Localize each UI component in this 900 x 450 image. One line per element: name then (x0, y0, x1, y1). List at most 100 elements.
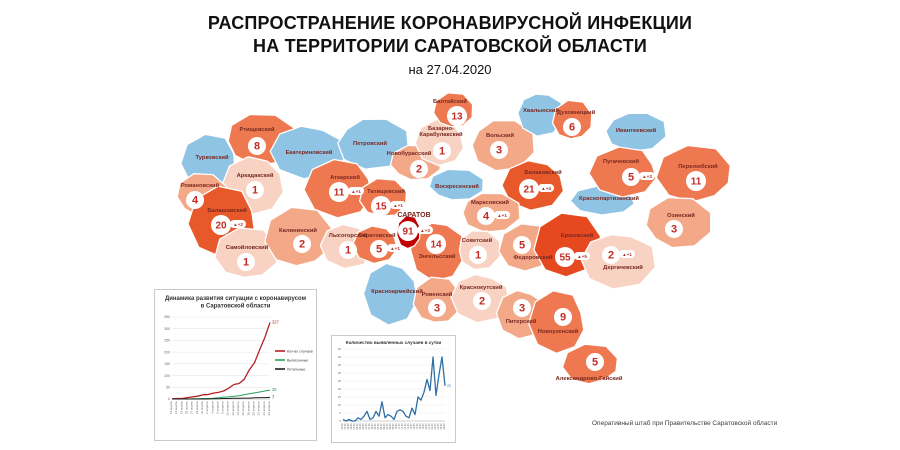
y-tick-label: 0 (168, 397, 170, 401)
case-delta-pill (230, 220, 246, 228)
x-tick-label: 07.04 (386, 423, 389, 430)
district-label: Хвалынский (523, 107, 559, 114)
x-tick-label: 25 марта (184, 401, 188, 414)
x-tick-label: 30.03 (362, 423, 365, 430)
case-count: 13 (451, 112, 463, 123)
district-label: Энгельсский (419, 253, 456, 260)
case-count-circle (602, 246, 620, 264)
x-tick-label: 27 марта (190, 401, 194, 414)
case-count-circle (370, 240, 388, 258)
case-delta: ▲+3 (420, 228, 430, 233)
x-tick-label: 08.04 (389, 423, 392, 430)
case-count: 5 (628, 172, 634, 184)
case-delta-pill (639, 172, 655, 180)
y-tick-label: 350 (164, 315, 170, 319)
case-count: 3 (519, 303, 525, 315)
case-count-circle (586, 353, 604, 371)
y-tick-label: 150 (164, 362, 170, 366)
case-count: 21 (523, 185, 535, 196)
x-tick-label: 20.04 (425, 423, 428, 430)
x-tick-label: 18.04 (419, 423, 422, 430)
legend-label: Выписанные (287, 358, 308, 362)
district-label: Ртищевский (239, 126, 274, 133)
y-tick-label: 250 (164, 339, 170, 343)
district-label: Новоузенский (538, 328, 579, 335)
chart-title: Динамика развития ситуации с коронавирус… (165, 296, 307, 302)
x-tick-label: 10.04 (395, 423, 398, 430)
case-delta: ▲+5 (577, 254, 587, 259)
x-tick-label: 26.03 (350, 423, 353, 430)
report-date: на 27.04.2020 (408, 62, 492, 77)
case-count-circle (477, 207, 495, 225)
x-tick-label: 17.04 (416, 423, 419, 430)
y-tick-label: 50 (166, 385, 170, 389)
y-tick-label: 10 (338, 403, 342, 407)
legend-label: Кол-во случаев (287, 349, 313, 353)
case-count: 5 (592, 357, 598, 369)
district-label: Духовницкий (557, 109, 596, 116)
map-district (428, 168, 484, 201)
x-tick-label: 29.03 (359, 423, 362, 430)
district-label: Калининский (279, 227, 317, 234)
district-label: Вольский (486, 132, 515, 139)
district-label: Аркадакский (237, 172, 274, 179)
case-delta-pill (348, 187, 364, 195)
series-end-label: 7 (272, 394, 275, 399)
case-count-circle (246, 181, 264, 199)
case-delta: ▲+2 (233, 222, 243, 227)
case-count-circle (433, 142, 451, 160)
y-tick-label: 200 (164, 350, 170, 354)
series-line (172, 396, 271, 400)
case-count-circle (513, 236, 531, 254)
case-count: 9 (560, 312, 566, 324)
case-count-circle (293, 235, 311, 253)
x-tick-label: 2 апреля (205, 401, 209, 414)
x-tick-label: 24.04 (437, 423, 440, 430)
x-tick-label: 28.03 (356, 423, 359, 430)
attribution-text: Оперативный штаб при Правительстве Сарат… (592, 420, 778, 427)
case-count: 8 (254, 141, 260, 153)
x-tick-label: 09.04 (392, 423, 395, 430)
case-count: 2 (416, 164, 422, 176)
district-label: Ивантеевский (616, 127, 657, 134)
x-tick-label: 23.03 (341, 423, 344, 430)
case-delta-pill (387, 244, 403, 252)
x-tick-label: 15.04 (410, 423, 413, 430)
case-count-circle (398, 221, 418, 241)
case-count: 91 (402, 227, 414, 238)
map-district (605, 112, 667, 153)
x-tick-label: 12.04 (401, 423, 404, 430)
case-count: 11 (334, 188, 345, 199)
y-tick-label: 300 (164, 327, 170, 331)
x-tick-label: 02.04 (371, 423, 374, 430)
x-tick-label: 01.04 (368, 423, 371, 430)
case-delta: ▲+3 (642, 174, 652, 179)
case-count-circle (686, 171, 706, 191)
case-count-circle (410, 160, 428, 178)
x-tick-label: 06.04 (383, 423, 386, 430)
case-count-circle (665, 220, 683, 238)
x-tick-label: 6 апреля (215, 401, 219, 414)
case-count: 2 (479, 296, 485, 308)
case-count-circle (329, 182, 349, 202)
series-line (342, 356, 446, 422)
case-count: 4 (192, 195, 199, 207)
case-count: 15 (375, 202, 387, 213)
x-tick-label: 24.03 (344, 423, 347, 430)
case-delta-pill (538, 184, 554, 192)
case-delta-pill (574, 252, 590, 260)
case-delta: ▲+4 (541, 186, 551, 191)
case-count-circle (237, 253, 255, 271)
x-tick-label: 16.04 (413, 423, 416, 430)
map-district (214, 227, 279, 278)
district-label: Лысогорский (329, 232, 368, 239)
x-tick-label: 21 марта (174, 401, 178, 414)
case-count-circle (469, 246, 487, 264)
district-label: Дергачевский (603, 264, 643, 271)
case-count-circle (248, 137, 266, 155)
x-tick-label: 8 апреля (221, 401, 225, 414)
x-tick-label: 14 апреля (236, 401, 240, 415)
x-tick-label: 22 апреля (257, 401, 261, 415)
case-delta-pill (619, 250, 635, 258)
y-tick-label: 20 (338, 387, 342, 391)
